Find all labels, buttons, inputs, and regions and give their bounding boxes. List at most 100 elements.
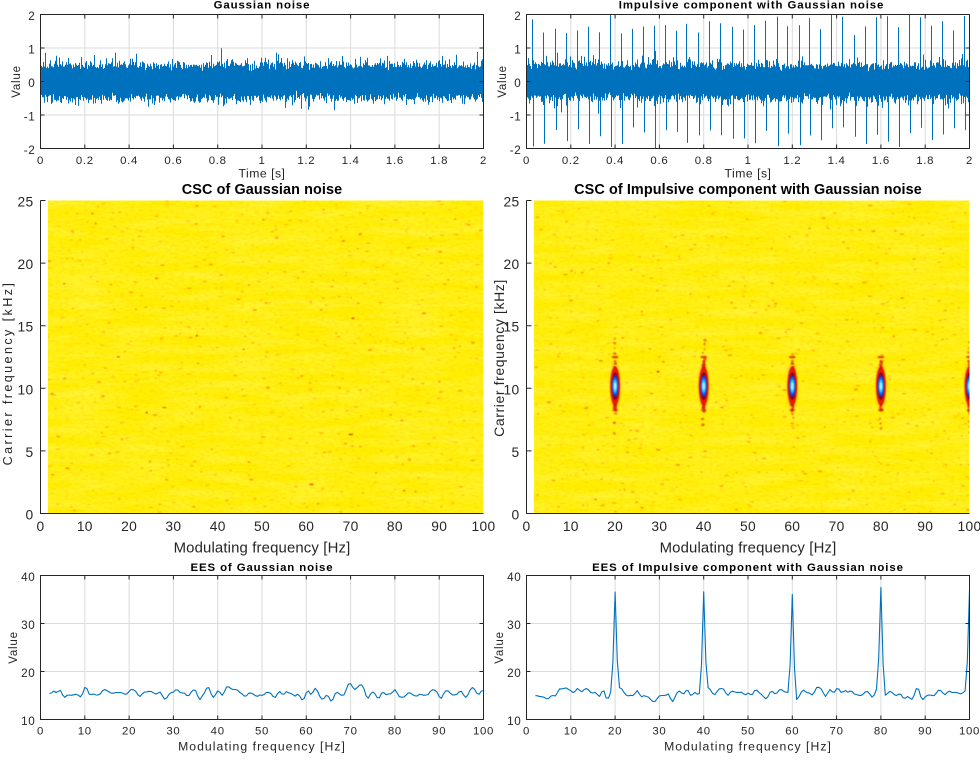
svg-text:90: 90 — [917, 519, 933, 534]
svg-text:CSC of Impulsive component wit: CSC of Impulsive component with Gaussian… — [574, 182, 922, 198]
svg-text:80: 80 — [874, 725, 888, 737]
svg-text:1: 1 — [258, 155, 265, 167]
svg-text:20: 20 — [607, 519, 623, 534]
svg-text:40: 40 — [507, 571, 521, 584]
svg-text:0.8: 0.8 — [209, 155, 227, 167]
svg-text:EES of Impulsive component wit: EES of Impulsive component with Gaussian… — [592, 562, 904, 574]
svg-text:-2: -2 — [24, 144, 36, 157]
svg-text:-1: -1 — [24, 111, 36, 124]
svg-text:20: 20 — [121, 519, 137, 534]
svg-text:Modulating frequency [Hz]: Modulating frequency [Hz] — [174, 541, 351, 557]
svg-text:Modulating frequency [Hz]: Modulating frequency [Hz] — [664, 740, 832, 754]
svg-text:50: 50 — [740, 519, 756, 534]
svg-text:10: 10 — [21, 715, 35, 728]
svg-text:60: 60 — [299, 725, 313, 737]
svg-text:20: 20 — [507, 667, 521, 680]
svg-text:40: 40 — [210, 519, 226, 534]
svg-text:Value: Value — [11, 65, 23, 98]
svg-text:40: 40 — [211, 725, 225, 737]
svg-text:80: 80 — [387, 519, 403, 534]
svg-text:0.6: 0.6 — [164, 155, 182, 167]
svg-text:30: 30 — [507, 619, 521, 632]
svg-text:10: 10 — [563, 519, 579, 534]
svg-text:-2: -2 — [510, 144, 522, 157]
svg-text:Time [s]: Time [s] — [725, 166, 772, 180]
svg-text:0: 0 — [523, 725, 530, 737]
svg-text:10: 10 — [564, 725, 578, 737]
svg-text:0: 0 — [523, 519, 531, 534]
svg-text:1.4: 1.4 — [828, 155, 846, 167]
svg-text:Modulating frequency [Hz]: Modulating frequency [Hz] — [178, 740, 346, 754]
svg-text:0.4: 0.4 — [606, 155, 624, 167]
svg-text:90: 90 — [918, 725, 932, 737]
svg-text:Carrier frequency [kHz]: Carrier frequency [kHz] — [1, 281, 15, 466]
svg-text:25: 25 — [504, 195, 520, 210]
svg-text:30: 30 — [165, 519, 181, 534]
svg-text:50: 50 — [741, 725, 755, 737]
svg-text:10: 10 — [18, 382, 34, 397]
svg-text:2: 2 — [28, 10, 35, 23]
svg-text:1: 1 — [744, 155, 751, 167]
svg-text:50: 50 — [255, 725, 269, 737]
svg-text:100: 100 — [472, 519, 496, 534]
svg-text:80: 80 — [388, 725, 402, 737]
svg-text:0.6: 0.6 — [650, 155, 668, 167]
svg-text:1.8: 1.8 — [430, 155, 448, 167]
svg-text:40: 40 — [697, 725, 711, 737]
svg-text:25: 25 — [18, 195, 34, 210]
svg-text:70: 70 — [830, 725, 844, 737]
svg-text:20: 20 — [122, 725, 136, 737]
svg-text:1.8: 1.8 — [916, 155, 934, 167]
svg-text:-1: -1 — [510, 111, 522, 124]
svg-text:1.2: 1.2 — [297, 155, 315, 167]
svg-text:CSC of Gaussian noise: CSC of Gaussian noise — [182, 182, 342, 198]
svg-text:Modulating frequency [Hz]: Modulating frequency [Hz] — [660, 541, 837, 557]
svg-text:EES of Gaussian noise: EES of Gaussian noise — [191, 562, 334, 574]
svg-text:30: 30 — [651, 519, 667, 534]
svg-text:1.6: 1.6 — [872, 155, 890, 167]
svg-text:30: 30 — [166, 725, 180, 737]
svg-text:15: 15 — [18, 320, 34, 335]
svg-text:5: 5 — [26, 445, 34, 460]
svg-text:0: 0 — [37, 725, 44, 737]
svg-text:0: 0 — [523, 155, 530, 167]
svg-text:1.2: 1.2 — [783, 155, 801, 167]
svg-text:Value: Value — [8, 631, 20, 664]
svg-text:Value: Value — [494, 631, 506, 664]
svg-text:20: 20 — [21, 667, 35, 680]
svg-text:40: 40 — [696, 519, 712, 534]
svg-text:40: 40 — [21, 571, 35, 584]
svg-text:10: 10 — [507, 715, 521, 728]
svg-text:2: 2 — [514, 10, 521, 23]
svg-text:15: 15 — [504, 320, 520, 335]
svg-text:1.4: 1.4 — [342, 155, 360, 167]
svg-text:70: 70 — [343, 519, 359, 534]
svg-text:0: 0 — [512, 508, 520, 523]
svg-text:70: 70 — [829, 519, 845, 534]
svg-text:10: 10 — [504, 382, 520, 397]
svg-text:70: 70 — [344, 725, 358, 737]
svg-text:2: 2 — [966, 155, 973, 167]
svg-text:1: 1 — [514, 44, 521, 57]
svg-text:Time [s]: Time [s] — [239, 166, 286, 180]
svg-text:Gaussian noise: Gaussian noise — [214, 0, 311, 12]
svg-text:1: 1 — [28, 44, 35, 57]
svg-text:100: 100 — [473, 725, 494, 737]
svg-text:2: 2 — [480, 155, 487, 167]
svg-text:1.6: 1.6 — [386, 155, 404, 167]
svg-text:0: 0 — [514, 77, 521, 90]
svg-text:60: 60 — [298, 519, 314, 534]
svg-text:0: 0 — [37, 519, 45, 534]
svg-text:20: 20 — [504, 257, 520, 272]
svg-text:Value: Value — [497, 65, 509, 98]
svg-text:10: 10 — [77, 519, 93, 534]
svg-text:10: 10 — [78, 725, 92, 737]
svg-text:90: 90 — [432, 725, 446, 737]
svg-text:0.4: 0.4 — [120, 155, 138, 167]
svg-text:30: 30 — [21, 619, 35, 632]
svg-text:30: 30 — [652, 725, 666, 737]
svg-text:90: 90 — [431, 519, 447, 534]
svg-text:0: 0 — [28, 77, 35, 90]
svg-text:5: 5 — [512, 445, 520, 460]
svg-text:50: 50 — [254, 519, 270, 534]
